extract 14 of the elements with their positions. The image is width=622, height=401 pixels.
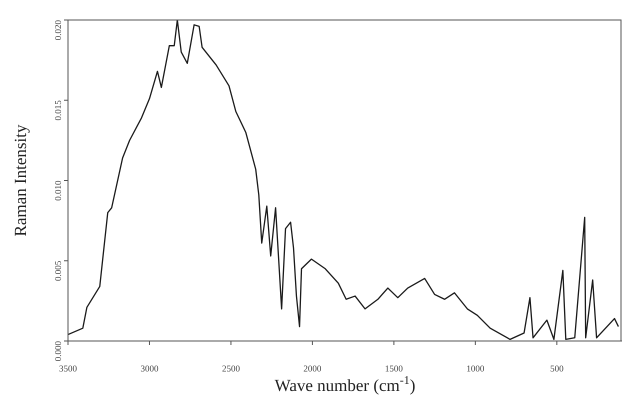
x-tick-label: 3000 <box>140 363 159 374</box>
y-tick-label: 0.005 <box>53 260 64 281</box>
x-axis-title: Wave number (cm$^{-1}$) <box>274 373 416 395</box>
y-tick-label: 0.015 <box>53 100 64 120</box>
x-tick-label: 2000 <box>303 363 322 374</box>
y-tick-label: 0.010 <box>53 180 64 201</box>
y-axis-title: Raman Intensity <box>11 124 30 236</box>
x-tick-label: 1500 <box>384 363 404 374</box>
y-tick-label: 0.020 <box>53 20 64 40</box>
x-tick-label: 2500 <box>222 363 240 374</box>
y-tick-label: 0.000 <box>53 340 64 362</box>
x-tick-label: 1000 <box>466 363 485 374</box>
x-tick-label: 500 <box>550 363 564 374</box>
x-tick-label: 3500 <box>59 363 78 374</box>
